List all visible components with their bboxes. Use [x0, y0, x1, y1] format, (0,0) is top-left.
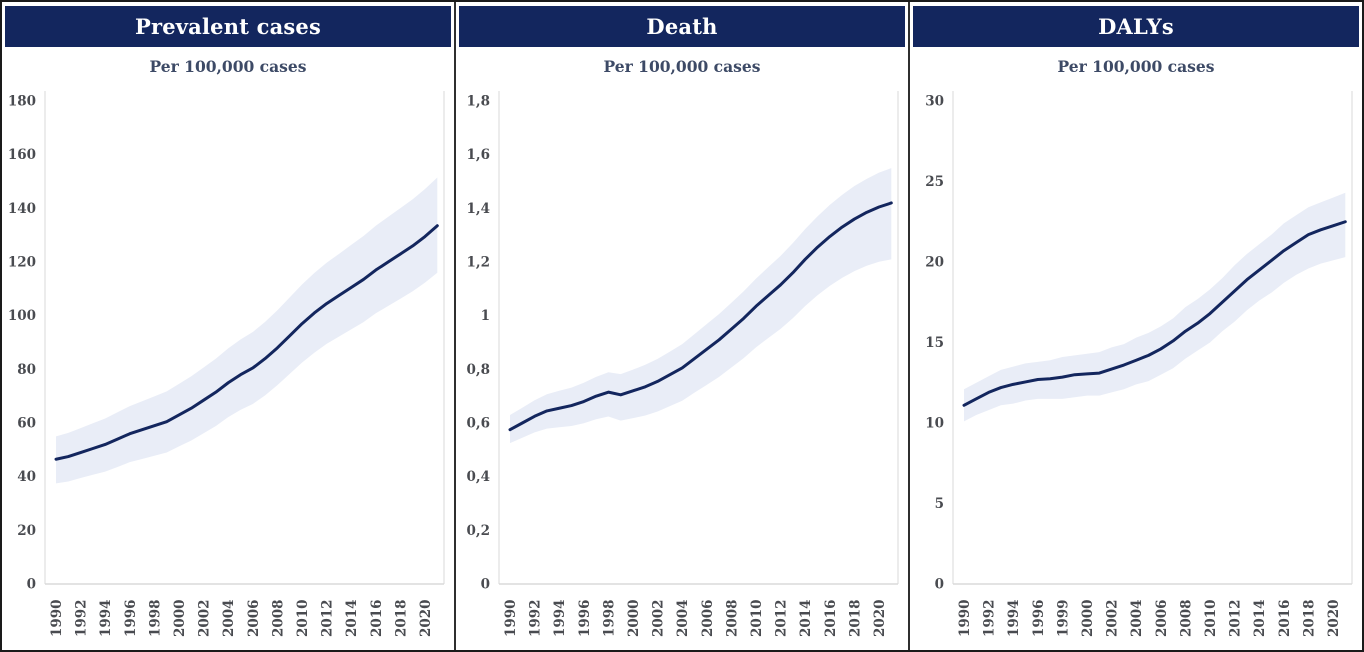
x-axis-tick-label: 2010 [1203, 599, 1219, 637]
panel-subtitle: Per 100,000 cases [1057, 57, 1215, 76]
x-axis-tick-label: 2018 [847, 599, 863, 637]
x-axis-tick-label: 2018 [1301, 599, 1317, 637]
x-axis-tick-label: 2010 [295, 599, 311, 637]
y-axis-tick-label: 0,4 [467, 469, 491, 485]
panel-subtitle: Per 100,000 cases [149, 57, 307, 76]
x-axis-tick-label: 2000 [626, 599, 642, 637]
x-axis-tick-label: 1996 [123, 599, 139, 637]
x-axis-tick-label: 2004 [675, 599, 691, 637]
y-axis-tick-label: 0,2 [467, 523, 491, 539]
x-axis-tick-label: 2006 [700, 599, 716, 637]
panel-title-bar: DALYs [913, 6, 1359, 47]
x-axis-tick-label: 1992 [528, 599, 544, 637]
x-axis-tick-label: 2012 [1228, 599, 1244, 637]
x-axis-tick-label: 2018 [393, 599, 409, 637]
panel-title: Death [646, 14, 718, 39]
x-axis-tick-label: 1994 [98, 599, 114, 637]
x-axis-tick-label: 2014 [798, 599, 814, 637]
panel-title-bar: Prevalent cases [5, 6, 451, 47]
x-axis-tick-label: 1996 [1031, 599, 1047, 637]
uncertainty-band [964, 192, 1346, 422]
y-axis-tick-label: 1,4 [467, 201, 491, 217]
x-axis-tick-label: 2010 [749, 599, 765, 637]
x-axis-tick-label: 2002 [1105, 599, 1121, 637]
x-axis-tick-label: 2014 [1252, 599, 1268, 637]
y-axis-tick-label: 30 [925, 94, 944, 110]
chart-canvas: 0 0,2 0,4 0,6 0,8 1 1,2 1,4 1,6 1,8 1990 1992 1994 19… [467, 91, 899, 637]
y-axis-tick-label: 0 [481, 577, 490, 593]
x-axis-tick-label: 2020 [418, 599, 434, 637]
y-axis-tick-label: 5 [935, 496, 944, 512]
y-axis-tick-label: 20 [17, 523, 36, 539]
y-axis-tick-label: 180 [8, 94, 36, 110]
chart-panel-prevalent-cases: Prevalent cases Per 100,000 cases 0 20 40 6… [2, 2, 454, 650]
chart-canvas: 0 20 40 60 80 100 120 140 160 180 1990 1992 1994 1996… [8, 91, 445, 637]
x-axis-tick-label: 1990 [957, 599, 973, 637]
x-axis-tick-label: 1996 [577, 599, 593, 637]
x-axis-tick-label: 2000 [1080, 599, 1096, 637]
y-axis-tick-label: 1 [481, 308, 490, 324]
y-axis-tick-label: 160 [8, 147, 36, 163]
x-axis-tick-label: 1990 [49, 599, 65, 637]
y-axis-tick-label: 1,6 [467, 147, 491, 163]
x-axis-tick-label: 2002 [197, 599, 213, 637]
x-axis-tick-label: 2016 [369, 599, 385, 637]
x-axis-tick-label: 1994 [552, 599, 568, 637]
x-axis-tick-label: 2016 [823, 599, 839, 637]
x-axis-tick-label: 2004 [221, 599, 237, 637]
x-axis-tick-label: 1990 [503, 599, 519, 637]
y-axis-tick-label: 80 [17, 362, 36, 378]
y-axis-tick-label: 10 [925, 416, 944, 432]
y-axis-tick-label: 60 [17, 416, 36, 432]
x-axis-tick-label: 2020 [1326, 599, 1342, 637]
x-axis-tick-label: 2004 [1129, 599, 1145, 637]
y-axis-tick-label: 100 [8, 308, 36, 324]
y-axis-tick-label: 1,2 [467, 255, 491, 271]
panel-title-bar: Death [459, 6, 905, 47]
x-axis-tick-label: 1992 [982, 599, 998, 637]
trend-line [962, 220, 1347, 407]
x-axis-tick-label: 2008 [270, 599, 286, 637]
x-axis-tick-label: 1999 [1055, 599, 1071, 637]
x-axis-tick-label: 1998 [601, 599, 617, 637]
x-axis-tick-label: 1992 [74, 599, 90, 637]
trend-line [54, 224, 439, 461]
chart-panel-death: Death Per 100,000 cases 0 0,2 0,4 0,6 0,8 1 1,… [454, 2, 908, 650]
trend-line [508, 201, 893, 432]
x-axis-tick-label: 2008 [724, 599, 740, 637]
x-axis-tick-label: 1998 [147, 599, 163, 637]
x-axis-tick-label: 2012 [774, 599, 790, 637]
y-axis-tick-label: 15 [925, 335, 944, 351]
y-axis-tick-label: 0 [935, 577, 944, 593]
y-axis-tick-label: 20 [925, 255, 944, 271]
y-axis-tick-label: 0 [27, 577, 36, 593]
y-axis-tick-label: 0,8 [467, 362, 491, 378]
y-axis-tick-label: 40 [17, 469, 36, 485]
x-axis-tick-label: 2008 [1178, 599, 1194, 637]
x-axis-tick-label: 2006 [246, 599, 262, 637]
x-axis-tick-label: 2016 [1277, 599, 1293, 637]
y-axis-tick-label: 1,8 [467, 94, 491, 110]
x-axis-tick-label: 1994 [1006, 599, 1022, 637]
y-axis-tick-label: 140 [8, 201, 36, 217]
panel-title: DALYs [1098, 14, 1174, 39]
x-axis-tick-label: 2014 [344, 599, 360, 637]
panel-subtitle: Per 100,000 cases [603, 57, 761, 76]
y-axis-tick-label: 0,6 [467, 416, 491, 432]
chart-canvas: 0 5 10 15 20 25 30 1990 1992 1994 1996 1999 2000 2002… [925, 91, 1353, 637]
x-axis-tick-label: 2012 [320, 599, 336, 637]
x-axis-tick-label: 2000 [172, 599, 188, 637]
x-axis-tick-label: 2020 [872, 599, 888, 637]
chart-panel-dalys: DALYs Per 100,000 cases 0 5 10 15 20 25 30 1990… [908, 2, 1362, 650]
uncertainty-band [56, 177, 438, 484]
x-axis-tick-label: 2006 [1154, 599, 1170, 637]
uncertainty-band [510, 168, 892, 444]
panel-title: Prevalent cases [134, 14, 322, 39]
y-axis-tick-label: 120 [8, 255, 36, 271]
x-axis-tick-label: 2002 [651, 599, 667, 637]
y-axis-tick-label: 25 [925, 174, 944, 190]
